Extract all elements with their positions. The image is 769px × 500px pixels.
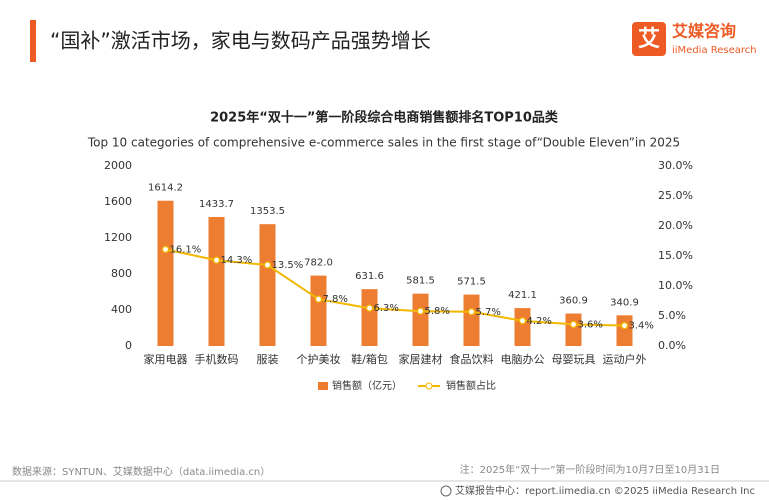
line — [165, 248, 625, 327]
bar — [514, 308, 531, 346]
bar — [616, 315, 633, 346]
point-label: 7.8% — [323, 294, 348, 305]
y-tick-label: 800 — [111, 267, 132, 280]
y2-tick-label: 30.0% — [658, 159, 693, 172]
point — [314, 295, 323, 303]
page-title: “国补”激活市场，家电与数码产品强势增长 — [50, 29, 431, 53]
legend-label: 销售额（亿元） — [332, 379, 402, 392]
point — [161, 245, 170, 253]
bar-label: 581.5 — [406, 276, 435, 287]
y-tick-label: 400 — [111, 303, 132, 316]
x-tick-label: 运动户外 — [603, 352, 647, 366]
point — [416, 307, 425, 315]
bar-label: 571.5 — [457, 277, 486, 288]
bar-label: 340.9 — [610, 297, 639, 308]
bar — [412, 293, 429, 346]
point-label: 3.6% — [578, 319, 603, 330]
bar — [259, 224, 276, 346]
y-tick-label: 0 — [125, 339, 132, 352]
note: 注：2025年“双十一”第一阶段时间为10月7日至10月31日 — [460, 463, 720, 476]
logo-sub: iiMedia Research — [672, 45, 757, 56]
legend-label: 销售额占比 — [446, 379, 496, 392]
point — [212, 256, 221, 264]
point-label: 16.1% — [170, 244, 202, 255]
point — [263, 261, 272, 269]
x-tick-label: 服装 — [257, 353, 279, 366]
y-tick-label: 2000 — [104, 159, 132, 172]
title-accent — [30, 20, 36, 62]
point-label: 5.7% — [476, 307, 501, 318]
y2-tick-label: 15.0% — [658, 249, 693, 262]
site: 艾媒报告中心：report.iimedia.cn — [455, 484, 610, 497]
x-tick-label: 电脑办公 — [501, 353, 545, 366]
y-tick-label: 1600 — [104, 195, 132, 208]
bar-label: 360.9 — [559, 296, 588, 307]
bar-label: 782.0 — [304, 258, 333, 269]
bar — [463, 294, 480, 346]
legend-swatch — [318, 382, 328, 390]
y2-tick-label: 5.0% — [658, 309, 686, 322]
bar-label: 631.6 — [355, 271, 384, 282]
y2-tick-label: 25.0% — [658, 189, 693, 202]
point — [365, 304, 374, 312]
bar-label: 1614.2 — [148, 183, 183, 194]
x-tick-label: 母婴玩具 — [552, 353, 596, 366]
point-label: 14.3% — [221, 255, 253, 266]
bar — [565, 313, 582, 346]
point-label: 4.2% — [527, 316, 552, 327]
point — [620, 322, 629, 330]
logo-icon-text: 艾 — [638, 27, 660, 52]
x-tick-label: 手机数码 — [195, 352, 239, 366]
y2-tick-label: 0.0% — [658, 339, 686, 352]
point-label: 5.8% — [425, 306, 450, 317]
source: 数据来源：SYNTUN、艾媒数据中心（data.iimedia.cn） — [12, 465, 270, 478]
chart-title: 2025年“双十一”第一阶段综合电商销售额排名TOP10品类 — [210, 110, 559, 126]
bar-label: 421.1 — [508, 290, 537, 301]
x-tick-label: 家居建材 — [399, 352, 443, 366]
x-tick-label: 鞋/箱包 — [351, 352, 388, 366]
bar — [310, 275, 327, 346]
point-label: 6.3% — [374, 303, 399, 314]
x-tick-label: 个护美妆 — [297, 352, 341, 366]
copyright: ©2025 iiMedia Research Inc — [614, 486, 755, 497]
point — [569, 320, 578, 328]
y2-tick-label: 20.0% — [658, 219, 693, 232]
point — [518, 317, 527, 325]
x-tick-label: 家用电器 — [144, 352, 188, 366]
y2-tick-label: 10.0% — [658, 279, 693, 292]
point-label: 13.5% — [272, 260, 304, 271]
chart-subtitle: Top 10 categories of comprehensive e-com… — [87, 136, 680, 150]
bar — [208, 216, 225, 346]
bar — [157, 200, 174, 346]
point-label: 3.4% — [629, 321, 654, 332]
logo-name: 艾媒咨询 — [672, 22, 736, 41]
x-tick-label: 食品饮料 — [450, 352, 494, 366]
bar — [361, 289, 378, 346]
logo-icon — [632, 22, 666, 56]
bar-label: 1353.5 — [250, 206, 285, 217]
y-tick-label: 1200 — [104, 231, 132, 244]
legend-point — [425, 382, 433, 390]
point — [467, 308, 476, 316]
footer-icon — [440, 485, 452, 497]
bar-label: 1433.7 — [199, 199, 234, 210]
